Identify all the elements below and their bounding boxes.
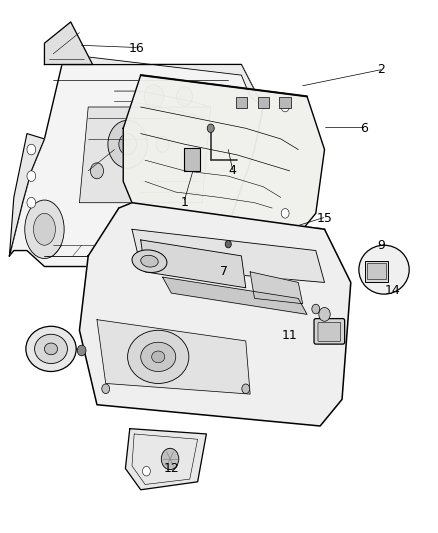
Text: 11: 11 — [281, 329, 297, 342]
Ellipse shape — [141, 255, 158, 267]
Polygon shape — [132, 229, 324, 282]
Polygon shape — [62, 54, 263, 107]
Ellipse shape — [127, 330, 188, 383]
Text: 12: 12 — [163, 462, 179, 475]
Text: 1: 1 — [180, 196, 188, 209]
Circle shape — [241, 384, 249, 393]
Ellipse shape — [25, 200, 64, 259]
FancyBboxPatch shape — [367, 263, 385, 279]
Polygon shape — [79, 107, 210, 203]
Circle shape — [187, 148, 198, 162]
Polygon shape — [10, 134, 44, 256]
Ellipse shape — [132, 250, 166, 272]
Ellipse shape — [26, 326, 76, 372]
Text: 14: 14 — [384, 284, 399, 297]
Ellipse shape — [151, 351, 164, 363]
FancyBboxPatch shape — [317, 322, 340, 342]
Polygon shape — [10, 64, 263, 266]
FancyBboxPatch shape — [279, 97, 290, 108]
Circle shape — [108, 120, 147, 168]
Circle shape — [155, 136, 169, 152]
Polygon shape — [79, 203, 350, 426]
FancyBboxPatch shape — [235, 97, 247, 108]
Text: 9: 9 — [377, 239, 385, 252]
Circle shape — [77, 345, 86, 356]
Circle shape — [311, 304, 319, 314]
Circle shape — [27, 171, 35, 181]
Polygon shape — [125, 429, 206, 490]
Circle shape — [225, 240, 231, 248]
Text: 4: 4 — [228, 164, 236, 177]
Circle shape — [281, 102, 288, 112]
Ellipse shape — [44, 343, 57, 355]
FancyBboxPatch shape — [257, 97, 268, 108]
Circle shape — [142, 466, 150, 476]
Text: 15: 15 — [316, 212, 332, 225]
Ellipse shape — [33, 213, 55, 245]
FancyBboxPatch shape — [184, 148, 200, 171]
Polygon shape — [141, 240, 245, 288]
Polygon shape — [44, 22, 92, 64]
Text: 6: 6 — [359, 122, 367, 135]
Circle shape — [176, 87, 192, 106]
Polygon shape — [162, 277, 306, 314]
Circle shape — [119, 134, 136, 155]
Circle shape — [102, 384, 110, 393]
Ellipse shape — [35, 334, 67, 364]
Polygon shape — [250, 272, 302, 304]
Text: 16: 16 — [128, 42, 144, 55]
Circle shape — [207, 124, 214, 133]
FancyBboxPatch shape — [313, 319, 344, 344]
Circle shape — [27, 144, 35, 155]
FancyBboxPatch shape — [364, 261, 388, 282]
Ellipse shape — [141, 342, 175, 372]
Ellipse shape — [358, 245, 408, 294]
Circle shape — [281, 208, 288, 218]
Circle shape — [144, 85, 163, 108]
Polygon shape — [123, 75, 324, 235]
Polygon shape — [97, 320, 250, 394]
Text: 2: 2 — [377, 63, 385, 76]
Circle shape — [90, 163, 103, 179]
Circle shape — [162, 208, 170, 218]
Circle shape — [318, 308, 329, 321]
Circle shape — [27, 197, 35, 208]
Text: 7: 7 — [219, 265, 227, 278]
Circle shape — [161, 448, 178, 470]
